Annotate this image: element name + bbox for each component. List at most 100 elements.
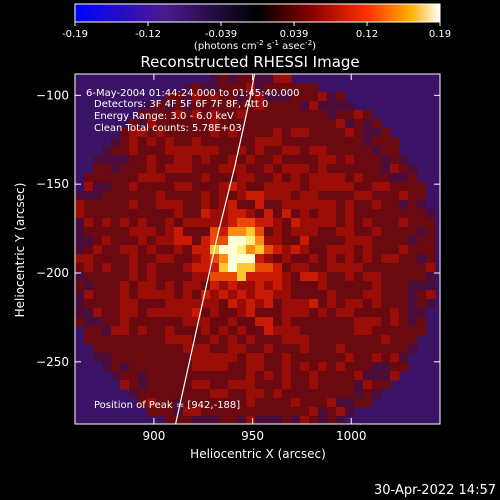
heatmap-cell bbox=[228, 389, 238, 399]
heatmap-cell bbox=[138, 272, 148, 282]
heatmap-cell bbox=[264, 83, 274, 93]
heatmap-cell bbox=[156, 236, 166, 246]
heatmap-cell bbox=[174, 92, 184, 102]
heatmap-cell bbox=[363, 317, 373, 327]
heatmap-cell bbox=[174, 173, 184, 183]
heatmap-cell bbox=[237, 218, 247, 228]
heatmap-cell bbox=[210, 380, 220, 390]
heatmap-cell bbox=[282, 83, 292, 93]
heatmap-cell bbox=[165, 317, 175, 327]
heatmap-cell bbox=[282, 92, 292, 102]
heatmap-cell bbox=[165, 362, 175, 372]
heatmap-cell bbox=[183, 281, 193, 291]
heatmap-cell bbox=[111, 308, 121, 318]
heatmap-cell bbox=[138, 191, 148, 201]
heatmap-cell bbox=[93, 299, 103, 309]
heatmap-cell bbox=[372, 263, 382, 273]
heatmap-cell bbox=[183, 245, 193, 255]
heatmap-cell bbox=[120, 353, 130, 363]
heatmap-cell bbox=[318, 119, 328, 129]
heatmap-cell bbox=[309, 380, 319, 390]
heatmap-cell bbox=[255, 173, 265, 183]
heatmap-cell bbox=[336, 335, 346, 345]
heatmap-cell bbox=[327, 389, 337, 399]
heatmap-cell bbox=[210, 218, 220, 228]
heatmap-cell bbox=[156, 299, 166, 309]
heatmap-cell bbox=[399, 362, 409, 372]
heatmap-cell bbox=[318, 146, 328, 156]
heatmap-cell bbox=[183, 299, 193, 309]
heatmap-cell bbox=[363, 290, 373, 300]
heatmap-cell bbox=[264, 308, 274, 318]
heatmap-cell bbox=[255, 227, 265, 237]
heatmap-cell bbox=[282, 389, 292, 399]
heatmap-cell bbox=[84, 182, 94, 192]
heatmap-cell bbox=[228, 173, 238, 183]
heatmap-cell bbox=[390, 290, 400, 300]
heatmap-cell bbox=[210, 146, 220, 156]
heatmap-cell bbox=[246, 353, 256, 363]
heatmap-cell bbox=[291, 290, 301, 300]
heatmap-cell bbox=[111, 191, 121, 201]
heatmap-cell bbox=[255, 191, 265, 201]
heatmap-cell bbox=[282, 200, 292, 210]
heatmap-cell bbox=[174, 353, 184, 363]
heatmap-cell bbox=[120, 164, 130, 174]
heatmap-cell bbox=[327, 263, 337, 273]
heatmap-cell bbox=[192, 101, 202, 111]
heatmap-cell bbox=[210, 263, 220, 273]
heatmap-cell bbox=[120, 344, 130, 354]
heatmap-cell bbox=[210, 227, 220, 237]
heatmap-cell bbox=[192, 416, 202, 424]
heatmap-cell bbox=[120, 272, 130, 282]
heatmap-cell bbox=[192, 173, 202, 183]
heatmap-cell bbox=[111, 344, 121, 354]
heatmap-cell bbox=[363, 335, 373, 345]
heatmap-cell bbox=[84, 209, 94, 219]
heatmap-cell bbox=[336, 344, 346, 354]
heatmap-cell bbox=[291, 335, 301, 345]
heatmap-cell bbox=[165, 398, 175, 408]
heatmap-cell bbox=[426, 218, 436, 228]
heatmap-cell bbox=[174, 344, 184, 354]
heatmap-cell bbox=[84, 218, 94, 228]
heatmap-cell bbox=[327, 101, 337, 111]
heatmap-cell bbox=[255, 398, 265, 408]
heatmap-cell bbox=[291, 92, 301, 102]
heatmap-cell bbox=[372, 146, 382, 156]
heatmap-cell bbox=[417, 326, 427, 336]
heatmap-cell bbox=[327, 173, 337, 183]
heatmap-cell bbox=[381, 191, 391, 201]
heatmap-cell bbox=[246, 416, 256, 424]
heatmap-cell bbox=[372, 119, 382, 129]
heatmap-cell bbox=[246, 191, 256, 201]
heatmap-cell bbox=[399, 272, 409, 282]
heatmap-cell bbox=[381, 182, 391, 192]
heatmap-cell bbox=[408, 173, 418, 183]
heatmap-cell bbox=[264, 74, 274, 84]
heatmap-cell bbox=[273, 236, 283, 246]
heatmap-cell bbox=[102, 218, 112, 228]
heatmap-cell bbox=[264, 137, 274, 147]
heatmap-cell bbox=[408, 164, 418, 174]
heatmap-cell bbox=[84, 299, 94, 309]
heatmap-cell bbox=[300, 263, 310, 273]
heatmap-cell bbox=[255, 128, 265, 138]
heatmap-cell bbox=[174, 110, 184, 120]
heatmap-cell bbox=[147, 137, 157, 147]
heatmap-cell bbox=[102, 326, 112, 336]
solar-limb-line bbox=[175, 74, 256, 424]
heatmap-cell bbox=[354, 380, 364, 390]
heatmap-cell bbox=[120, 290, 130, 300]
heatmap-cell bbox=[111, 317, 121, 327]
heatmap-cell bbox=[399, 317, 409, 327]
heatmap-cell bbox=[363, 380, 373, 390]
heatmap-cell bbox=[219, 227, 229, 237]
heatmap-cell bbox=[390, 218, 400, 228]
heatmap-cell bbox=[426, 254, 436, 264]
heatmap-cell bbox=[246, 164, 256, 174]
heatmap-cell bbox=[129, 326, 139, 336]
heatmap-cell bbox=[318, 245, 328, 255]
heatmap-cell bbox=[246, 380, 256, 390]
heatmap-cell bbox=[237, 362, 247, 372]
